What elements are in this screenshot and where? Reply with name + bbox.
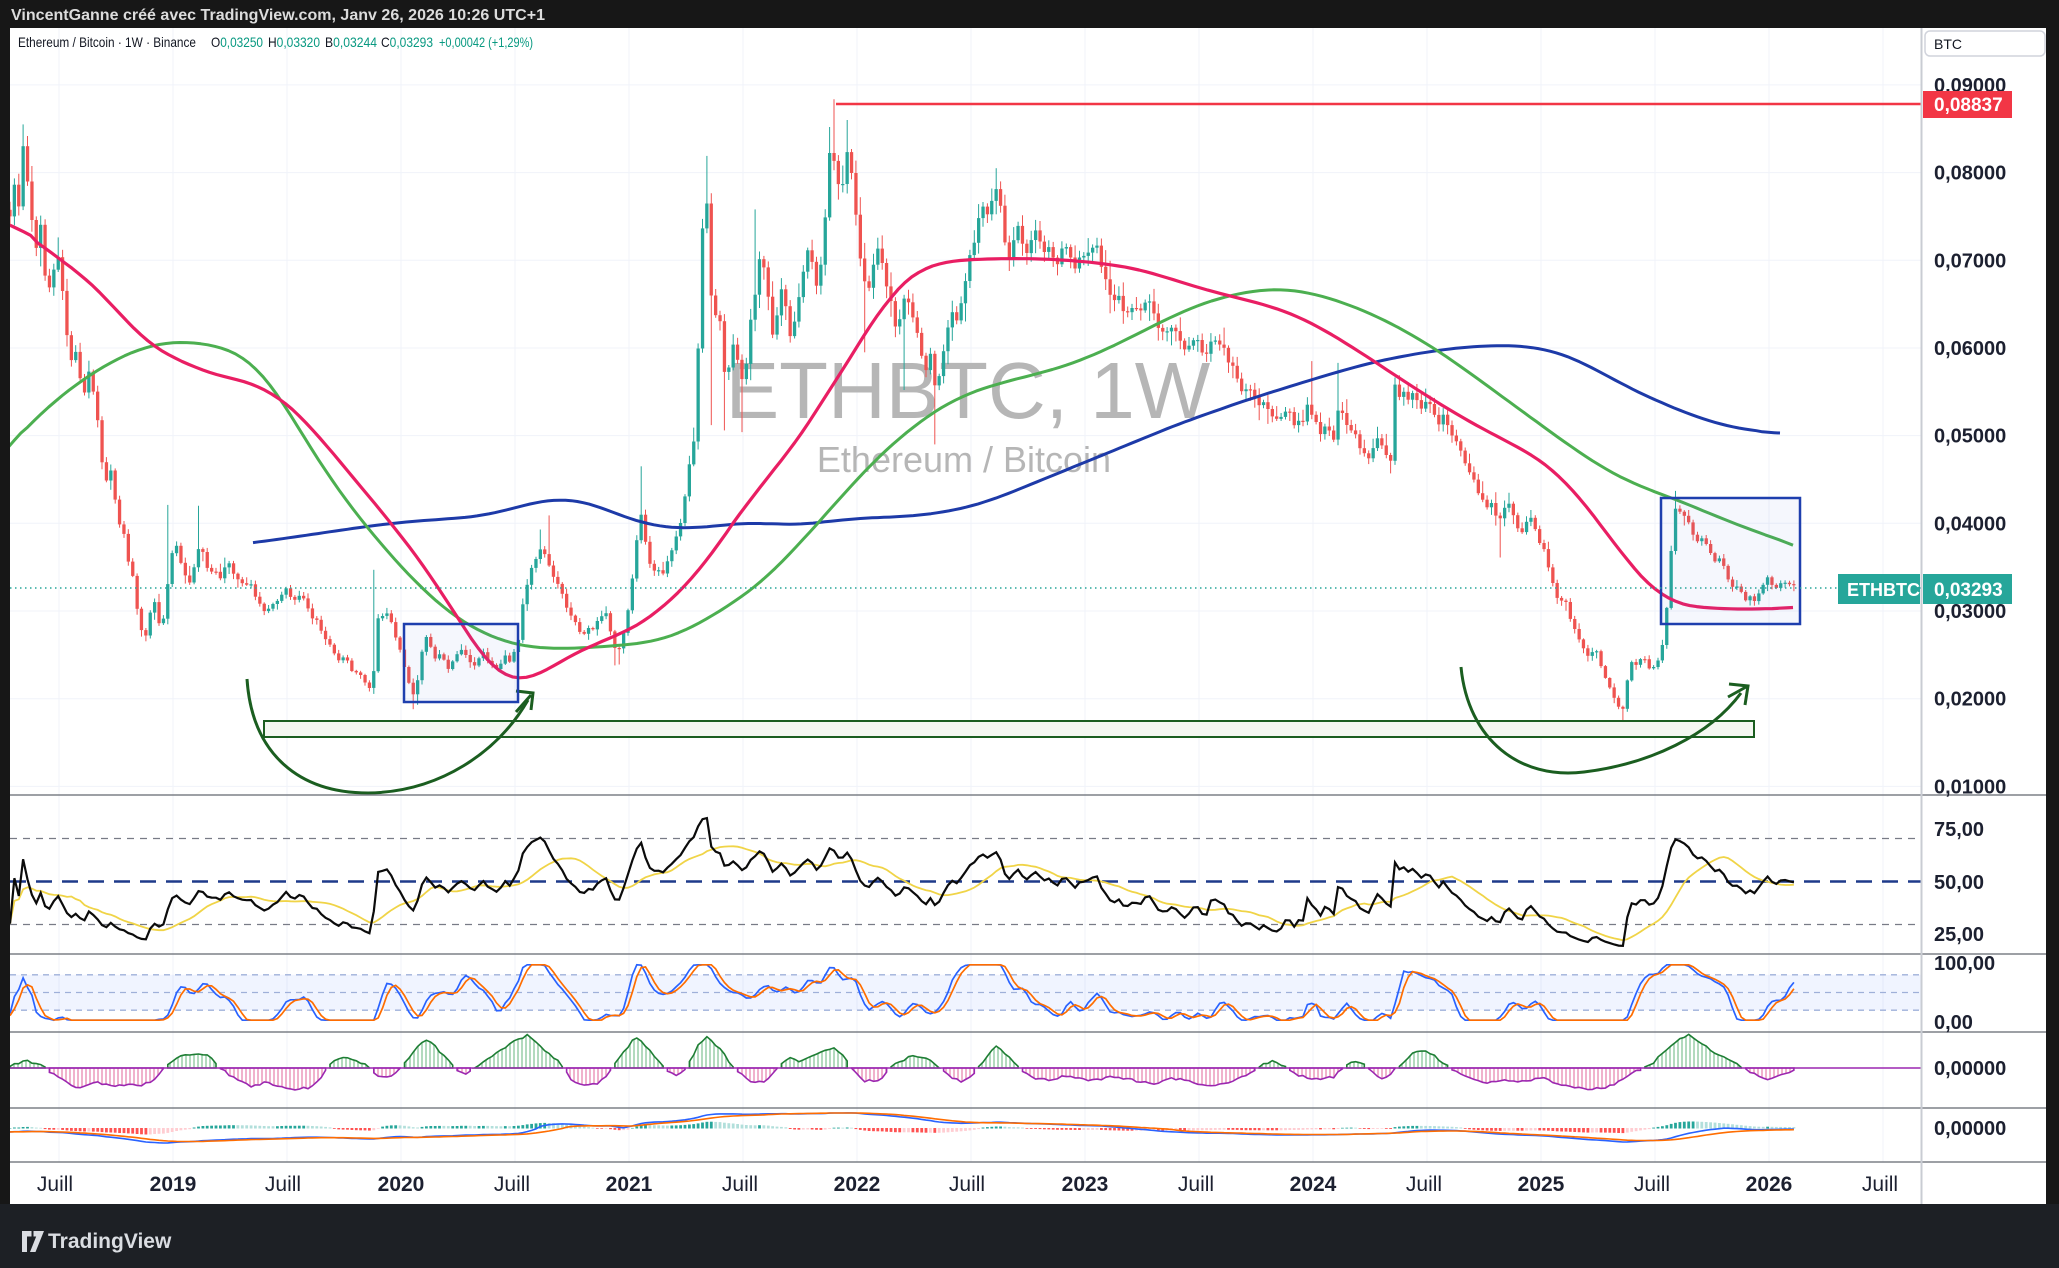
svg-text:0,00: 0,00 <box>1934 1012 1973 1034</box>
svg-text:B0,03244: B0,03244 <box>325 34 377 50</box>
svg-text:VincentGanne créé avec Trading: VincentGanne créé avec TradingView.com, … <box>11 7 545 24</box>
svg-text:2026: 2026 <box>1746 1173 1793 1196</box>
svg-text:2021: 2021 <box>606 1173 653 1196</box>
svg-text:ETHBTC, 1W: ETHBTC, 1W <box>726 346 1211 435</box>
svg-text:O0,03250: O0,03250 <box>211 34 263 50</box>
svg-text:Juill: Juill <box>265 1173 301 1196</box>
svg-text:0,02000: 0,02000 <box>1934 689 2006 711</box>
svg-text:0,05000: 0,05000 <box>1934 426 2006 448</box>
svg-text:Juill: Juill <box>1634 1173 1670 1196</box>
svg-text:2023: 2023 <box>1062 1173 1109 1196</box>
svg-text:ETHBTC: ETHBTC <box>1847 580 1920 600</box>
svg-text:Juill: Juill <box>1406 1173 1442 1196</box>
svg-text:0,00000: 0,00000 <box>1934 1118 2006 1140</box>
svg-text:Juill: Juill <box>949 1173 985 1196</box>
svg-text:0,06000: 0,06000 <box>1934 338 2006 360</box>
svg-text:0,03000: 0,03000 <box>1934 601 2006 623</box>
svg-text:2020: 2020 <box>378 1173 425 1196</box>
svg-text:BTC: BTC <box>1934 36 1962 52</box>
svg-text:Ethereum / Bitcoin · 1W · Bina: Ethereum / Bitcoin · 1W · Binance <box>18 34 196 50</box>
svg-text:0,01000: 0,01000 <box>1934 776 2006 798</box>
svg-text:Juill: Juill <box>494 1173 530 1196</box>
svg-text:2022: 2022 <box>834 1173 881 1196</box>
svg-text:Juill: Juill <box>1178 1173 1214 1196</box>
svg-text:2025: 2025 <box>1518 1173 1565 1196</box>
svg-text:2024: 2024 <box>1290 1173 1337 1196</box>
svg-text:0,08837: 0,08837 <box>1934 95 2003 116</box>
svg-text:Juill: Juill <box>37 1173 73 1196</box>
svg-text:50,00: 50,00 <box>1934 872 1984 894</box>
svg-text:2019: 2019 <box>150 1173 197 1196</box>
svg-text:0,03293: 0,03293 <box>1934 580 2003 601</box>
svg-text:H0,03320: H0,03320 <box>268 34 320 50</box>
svg-text:0,08000: 0,08000 <box>1934 163 2006 185</box>
svg-text:75,00: 75,00 <box>1934 819 1984 841</box>
svg-text:TradingView: TradingView <box>48 1230 172 1253</box>
svg-text:0,00000: 0,00000 <box>1934 1058 2006 1080</box>
svg-text:Juill: Juill <box>722 1173 758 1196</box>
svg-text:Juill: Juill <box>1862 1173 1898 1196</box>
svg-text:0,07000: 0,07000 <box>1934 250 2006 272</box>
svg-text:100,00: 100,00 <box>1934 953 1995 975</box>
svg-text:0,04000: 0,04000 <box>1934 513 2006 535</box>
svg-text:C0,03293: C0,03293 <box>381 34 433 50</box>
svg-text:+0,00042 (+1,29%): +0,00042 (+1,29%) <box>439 34 533 50</box>
svg-text:25,00: 25,00 <box>1934 924 1984 946</box>
